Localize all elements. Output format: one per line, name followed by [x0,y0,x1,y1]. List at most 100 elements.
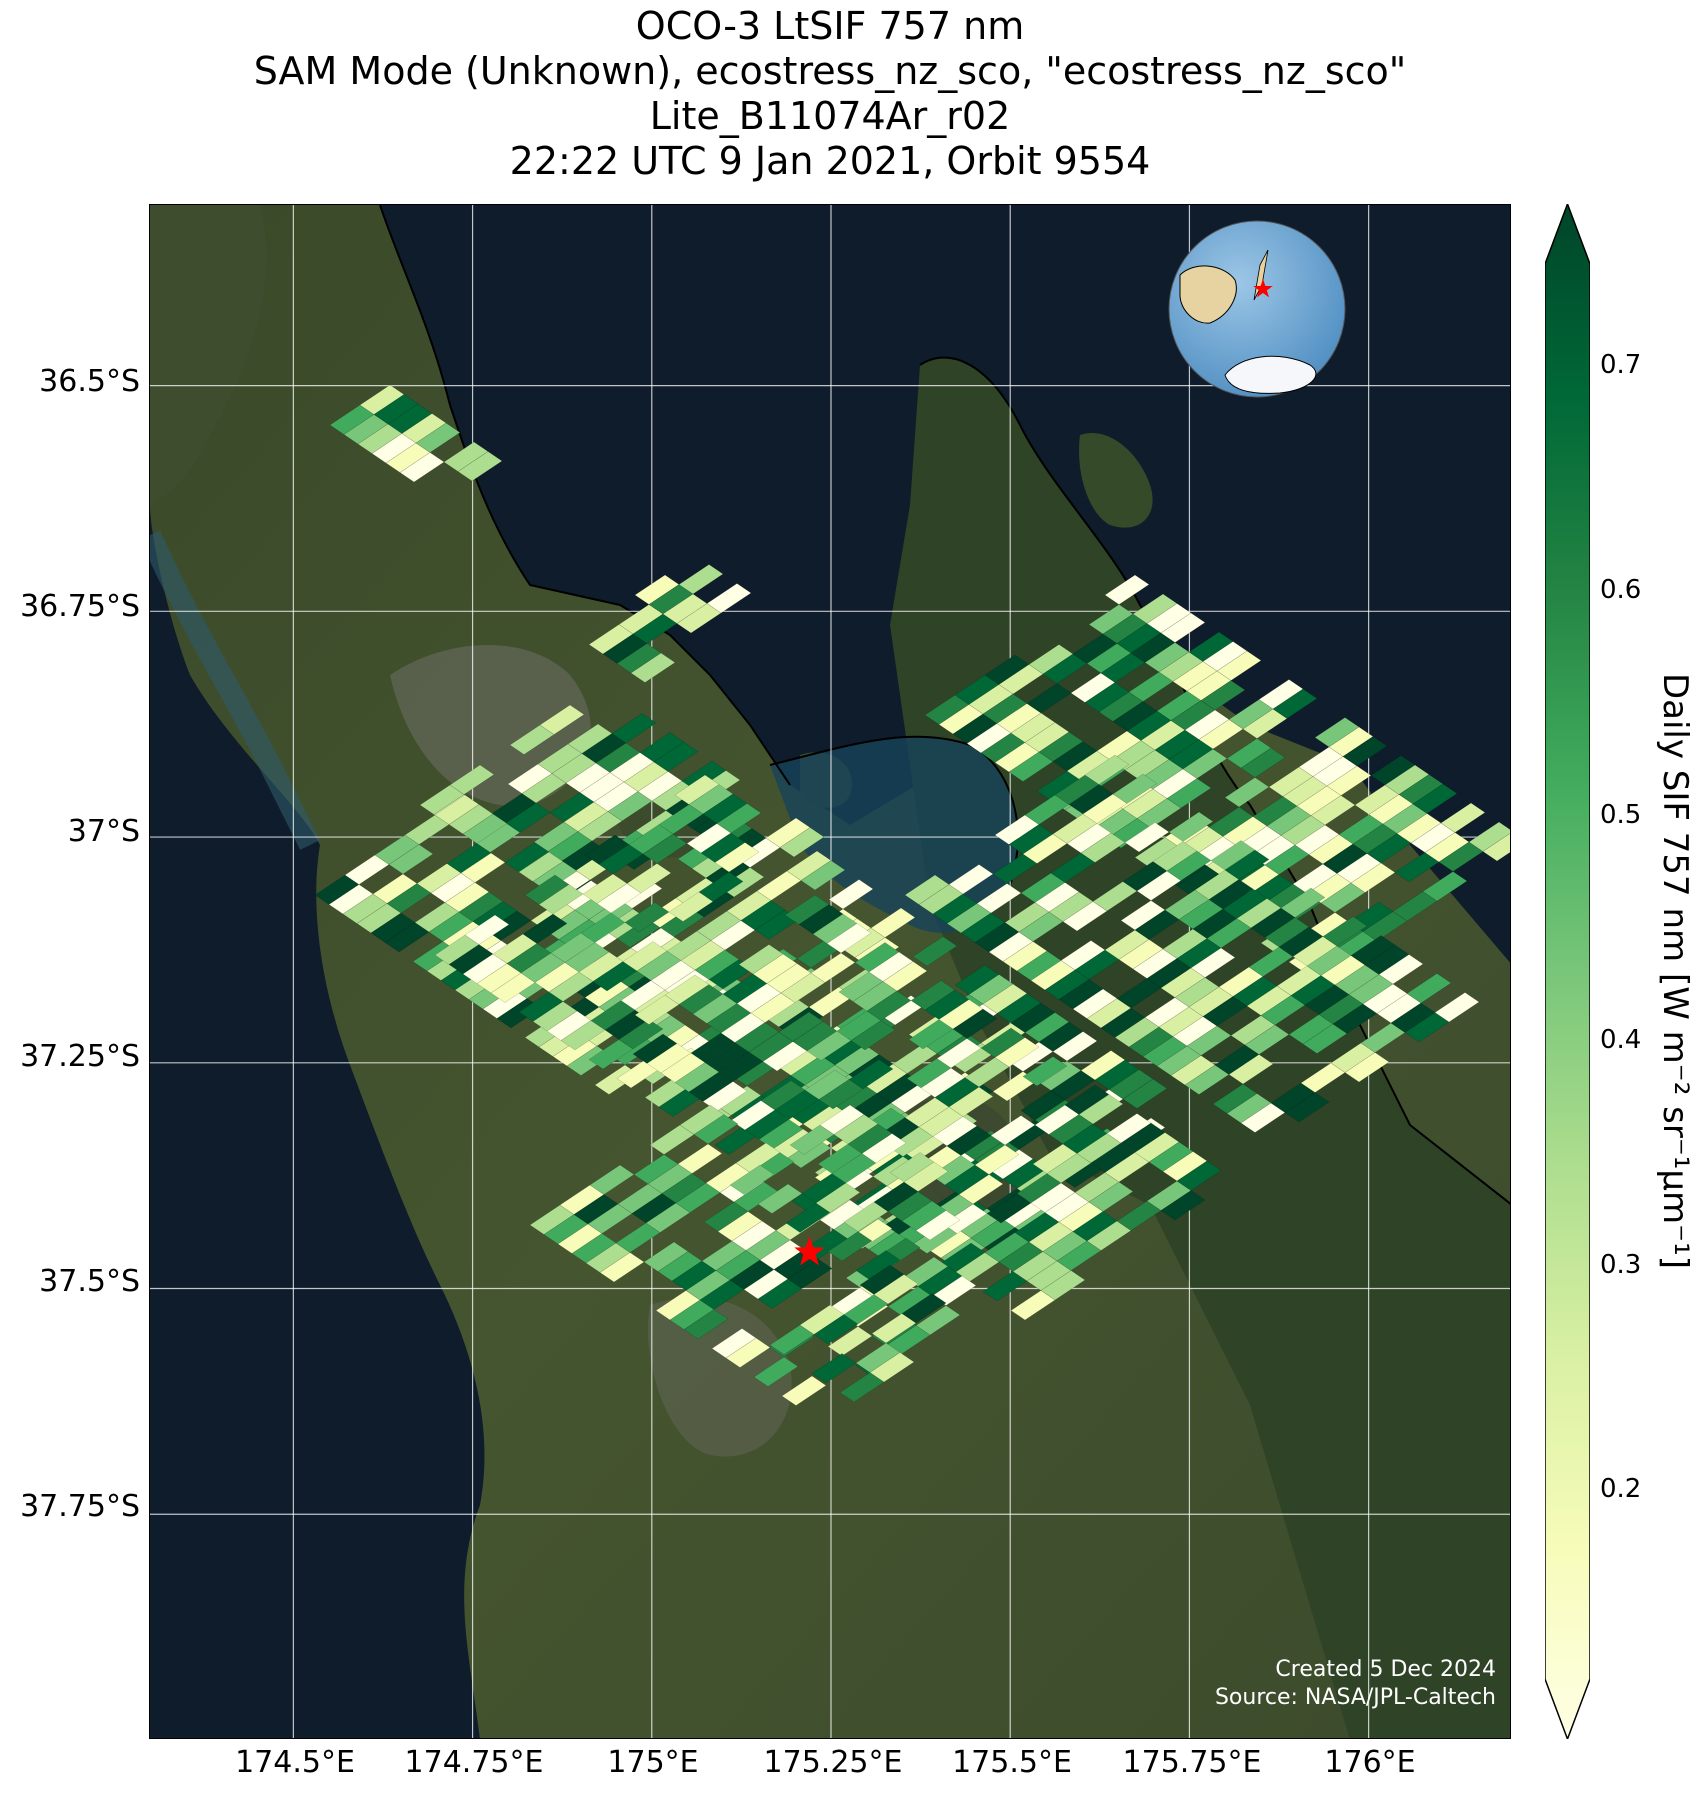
credit-created: Created 5 Dec 2024 [1275,1657,1496,1682]
sif-footprint [729,1164,775,1195]
lat-tick-label: 36.75°S [20,589,140,624]
sif-footprint [1190,947,1236,978]
lat-tick-label: 36.5°S [39,364,140,399]
colorbar [1545,204,1590,1739]
colorbar-tick-label: 0.2 [1600,1474,1642,1504]
lat-tick-label: 37.75°S [20,1489,140,1524]
sif-footprint [855,1250,901,1281]
sif-footprint [1342,736,1388,767]
sif-footprint [457,451,503,482]
sif-footprints [314,384,1510,1406]
figure-title: OCO-3 LtSIF 757 nm SAM Mode (Unknown), e… [149,4,1511,184]
lon-tick-label: 175.5°E [952,1745,1072,1780]
sif-footprint [719,867,765,898]
sif-footprint [800,860,846,891]
sif-footprint [1166,778,1212,809]
title-line-3: Lite_B11074Ar_r02 [649,94,1011,138]
title-line-1: OCO-3 LtSIF 757 nm [635,4,1025,48]
lon-tick-label: 175°E [607,1745,699,1780]
sif-footprint [1084,754,1130,785]
colorbar-body [1545,204,1590,1739]
sif-footprint [781,1375,827,1406]
sif-footprint [1200,680,1246,711]
globe-star-marker [1253,279,1273,298]
colorbar-tick-label: 0.3 [1600,1250,1642,1280]
lon-tick-label: 175.25°E [763,1745,903,1780]
sif-footprint [779,827,825,858]
sif-footprint [882,961,928,992]
sif-footprint [974,1144,1020,1175]
inset-globe [1168,220,1346,398]
sif-footprint [1104,574,1150,605]
sif-footprint [870,907,916,938]
sif-footprint [1468,821,1510,852]
sif-footprint [683,1309,729,1340]
sif-footprint [994,1037,1040,1068]
map-panel[interactable]: Created 5 Dec 2024 Source: NASA/JPL-Calt… [149,204,1511,1739]
sif-footprint [630,652,676,683]
lon-tick-label: 174.5°E [235,1745,355,1780]
sif-footprint [815,1182,861,1213]
sif-footprint [1344,1052,1390,1083]
sif-footprint [828,879,874,910]
sif-footprint [539,704,585,735]
sif-footprint [1422,871,1468,902]
sif-footprint [462,813,508,844]
sif-footprint [958,1174,1004,1205]
sif-footprint [698,871,744,902]
sif-footprint [1482,833,1510,862]
sif-footprint [1272,688,1318,719]
title-line-4: 22:22 UTC 9 Jan 2021, Orbit 9554 [509,139,1151,183]
sif-footprint [1088,1181,1134,1212]
northwest-peninsula [150,205,267,505]
sif-footprint [626,863,672,894]
sif-footprint [716,803,762,834]
kaipara-coast [150,530,320,850]
sif-footprint [1412,783,1458,814]
colorbar-tick-label: 0.7 [1600,350,1642,380]
lon-tick-label: 174.75°E [404,1745,544,1780]
sif-footprint [1228,1054,1274,1085]
sif-footprint [1224,849,1270,880]
sif-footprint [850,1020,896,1051]
sif-footprint [714,842,760,873]
lat-tick-label: 37°S [67,814,140,849]
lat-tick-label: 37.25°S [20,1039,140,1074]
colorbar-tick-label: 0.5 [1600,800,1642,830]
sif-footprint [1216,650,1262,681]
sif-footprint [787,1258,833,1289]
coastline-west-gulf [379,205,791,786]
sif-footprint [653,741,699,772]
sif-footprint [415,422,461,453]
sif-footprint [873,1274,919,1305]
title-line-2: SAM Mode (Unknown), ecostress_nz_sco, "e… [253,49,1407,93]
sif-footprint [903,1161,949,1192]
sif-footprint [693,1114,739,1145]
sif-footprint [915,1305,961,1336]
sif-footprint [1280,887,1326,918]
sif-footprint [449,764,495,795]
lat-tick-label: 37.5°S [39,1264,140,1299]
sif-footprint [611,713,657,744]
sif-footprint [1378,954,1424,985]
credit-source: Source: NASA/JPL-Caltech [1214,1685,1496,1710]
globe-antarctica [1224,355,1317,394]
sif-footprint [1322,916,1368,947]
lon-tick-label: 175.75°E [1122,1745,1262,1780]
target-site-marker [794,1236,825,1266]
sif-footprint [901,1293,947,1324]
sif-footprint [915,1210,961,1241]
sif-footprint [952,1008,998,1039]
sif-footprint [826,923,872,954]
sif-footprint [1434,992,1480,1023]
sif-footprint [706,583,752,614]
great-barrier-island [1079,433,1153,528]
sif-footprint [388,844,434,875]
globe-australia [1179,265,1237,324]
colorbar-label: Daily SIF 757 nm [W m⁻² sr⁻¹μm⁻¹] [1655,672,1695,1270]
sif-footprint [912,936,958,967]
sif-footprint [869,1352,915,1383]
hamilton-urban-area [648,1297,792,1457]
sif-footprint [677,1143,723,1174]
sif-footprint [1240,747,1286,778]
